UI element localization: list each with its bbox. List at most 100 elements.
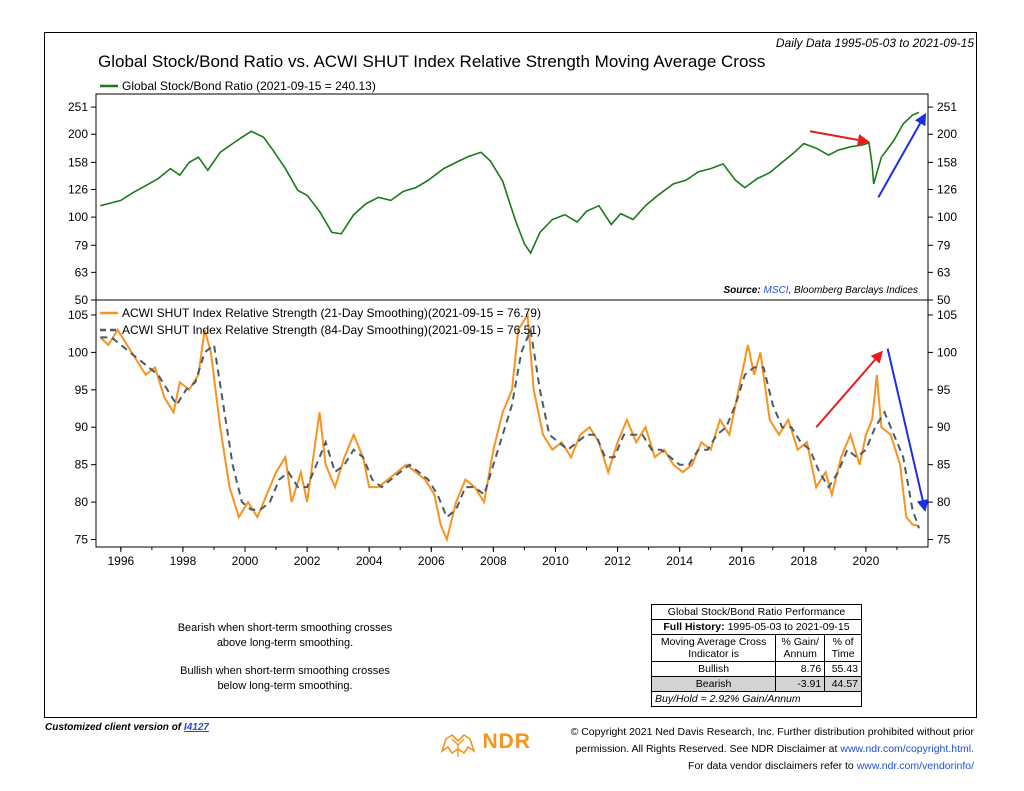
y-tick-label-left: 100 [68, 345, 88, 359]
ndr-logo: NDR [438, 729, 531, 759]
y-tick-label-right: 251 [937, 100, 957, 114]
perf-history-label: Full History: [663, 621, 725, 633]
perf-col-time-1: % of [832, 636, 854, 648]
y-tick-label-left: 95 [75, 383, 89, 397]
perf-col-gain-2: Annum [783, 648, 817, 660]
copyright-line-3a: For data vendor disclaimers refer to [688, 760, 857, 772]
y-tick-label-left: 100 [68, 210, 88, 224]
red-arrow-top [809, 130, 870, 146]
perf-row-gain: -3.91 [775, 676, 826, 692]
custom-prefix: Customized client version of [45, 722, 184, 733]
x-tick-label: 2006 [418, 554, 445, 568]
bearish-note-2: above long-term smoothing. [216, 637, 354, 649]
x-tick-label: 2012 [604, 554, 631, 568]
legend-label: ACWI SHUT Index Relative Strength (21-Da… [122, 306, 541, 320]
source-rest: , Bloomberg Barclays Indices [788, 285, 918, 296]
y-tick-label-right: 79 [937, 238, 951, 252]
rs-21day-line [99, 311, 920, 543]
stock-bond-ratio-line [100, 111, 920, 255]
x-tick-label: 2014 [666, 554, 693, 568]
legend-bottom: ACWI SHUT Index Relative Strength (21-Da… [100, 306, 541, 337]
perf-row-gain: 8.76 [775, 661, 826, 677]
x-tick-label: 2020 [853, 554, 880, 568]
x-tick-label: 1996 [107, 554, 134, 568]
perf-col-indicator-2: Indicator is [688, 648, 739, 660]
red-arrow-bottom [815, 350, 884, 428]
performance-table: Global Stock/Bond Ratio Performance Full… [650, 604, 862, 707]
x-tick-label: 2010 [542, 554, 569, 568]
y-tick-label-left: 50 [75, 293, 89, 307]
bullish-note-1: Bullish when short-term smoothing crosse… [180, 665, 390, 677]
y-tick-label-left: 105 [68, 308, 88, 322]
y-tick-label-right: 85 [937, 458, 951, 472]
perf-history: Full History: 1995-05-03 to 2021-09-15 [651, 619, 862, 635]
copyright-line-2: permission. All Rights Reserved. See NDR… [571, 741, 974, 758]
y-tick-label-right: 200 [937, 127, 957, 141]
y-tick-label-right: 126 [937, 182, 957, 196]
vendor-link[interactable]: www.ndr.com/vendorinfo/ [856, 760, 974, 772]
y-tick-label-left: 90 [75, 420, 89, 434]
x-tick-label: 2018 [790, 554, 817, 568]
y-tick-label-left: 85 [75, 458, 89, 472]
x-tick-label: 2008 [480, 554, 507, 568]
copyright-line-2a: permission. All Rights Reserved. See NDR… [575, 743, 841, 755]
y-tick-label-right: 50 [937, 293, 951, 307]
x-tick-label: 2000 [232, 554, 259, 568]
x-tick-label: 2004 [356, 554, 383, 568]
y-tick-label-left: 251 [68, 100, 88, 114]
y-tick-label-left: 79 [75, 238, 89, 252]
source-label: Source: [723, 285, 761, 296]
perf-col-indicator: Moving Average Cross Indicator is [650, 634, 777, 662]
custom-version: Customized client version of I4127 [45, 722, 209, 733]
date-range: Daily Data 1995-05-03 to 2021-09-15 [775, 36, 974, 50]
y-tick-label-left: 63 [75, 265, 89, 279]
legend-label: Global Stock/Bond Ratio (2021-09-15 = 24… [122, 79, 376, 93]
perf-history-range: 1995-05-03 to 2021-09-15 [727, 621, 850, 633]
perf-col-gain-1: % Gain/ [781, 636, 819, 648]
perf-row-label: Bullish [650, 661, 777, 677]
blue-arrow-bottom [886, 348, 929, 512]
perf-col-gain: % Gain/ Annum [775, 634, 826, 662]
x-tick-label: 1998 [170, 554, 197, 568]
chart-title: Global Stock/Bond Ratio vs. ACWI SHUT In… [98, 52, 766, 71]
perf-col-indicator-1: Moving Average Cross [660, 636, 767, 648]
source-msci: MSCI [763, 285, 789, 296]
perf-col-time-2: Time [831, 648, 855, 660]
perf-col-time: % of Time [824, 634, 862, 662]
y-tick-label-right: 100 [937, 345, 957, 359]
x-tick-label: 2002 [294, 554, 321, 568]
perf-buy-hold: Buy/Hold = 2.92% Gain/Annum [651, 691, 862, 707]
perf-row-time: 44.57 [824, 676, 862, 692]
copyright-link[interactable]: www.ndr.com/copyright.html. [840, 743, 974, 755]
perf-row-label: Bearish [650, 676, 777, 692]
rs-84day-line [100, 326, 920, 529]
copyright-line-1: © Copyright 2021 Ned Davis Research, Inc… [570, 726, 974, 738]
custom-link[interactable]: I4127 [183, 722, 209, 733]
copyright-line-3: For data vendor disclaimers refer to www… [571, 758, 974, 775]
bull-bear-icon [440, 733, 476, 757]
logo-text: NDR [482, 730, 531, 754]
y-tick-label-right: 95 [937, 383, 951, 397]
perf-row-bearish: Bearish -3.91 44.57 [650, 676, 862, 692]
y-tick-label-left: 200 [68, 127, 88, 141]
y-tick-label-left: 80 [75, 495, 89, 509]
blue-arrow-top [877, 112, 927, 198]
copyright-block: © Copyright 2021 Ned Davis Research, Inc… [571, 724, 974, 775]
y-tick-label-left: 158 [68, 155, 88, 169]
bullish-note-2: below long-term smoothing. [217, 680, 353, 692]
y-tick-label-right: 105 [937, 308, 957, 322]
perf-row-time: 55.43 [824, 661, 862, 677]
perf-row-bullish: Bullish 8.76 55.43 [650, 661, 862, 677]
bearish-note-1: Bearish when short-term smoothing crosse… [177, 622, 393, 634]
legend-label: ACWI SHUT Index Relative Strength (84-Da… [122, 323, 541, 337]
top-panel-frame [95, 93, 929, 301]
y-tick-label-left: 75 [75, 533, 89, 547]
source-note: Source: MSCI, Bloomberg Barclays Indices [723, 285, 918, 296]
perf-title: Global Stock/Bond Ratio Performance [651, 604, 862, 620]
y-tick-label-right: 158 [937, 155, 957, 169]
legend-top: Global Stock/Bond Ratio (2021-09-15 = 24… [100, 79, 376, 93]
x-tick-label: 2016 [728, 554, 755, 568]
y-tick-label-right: 100 [937, 210, 957, 224]
